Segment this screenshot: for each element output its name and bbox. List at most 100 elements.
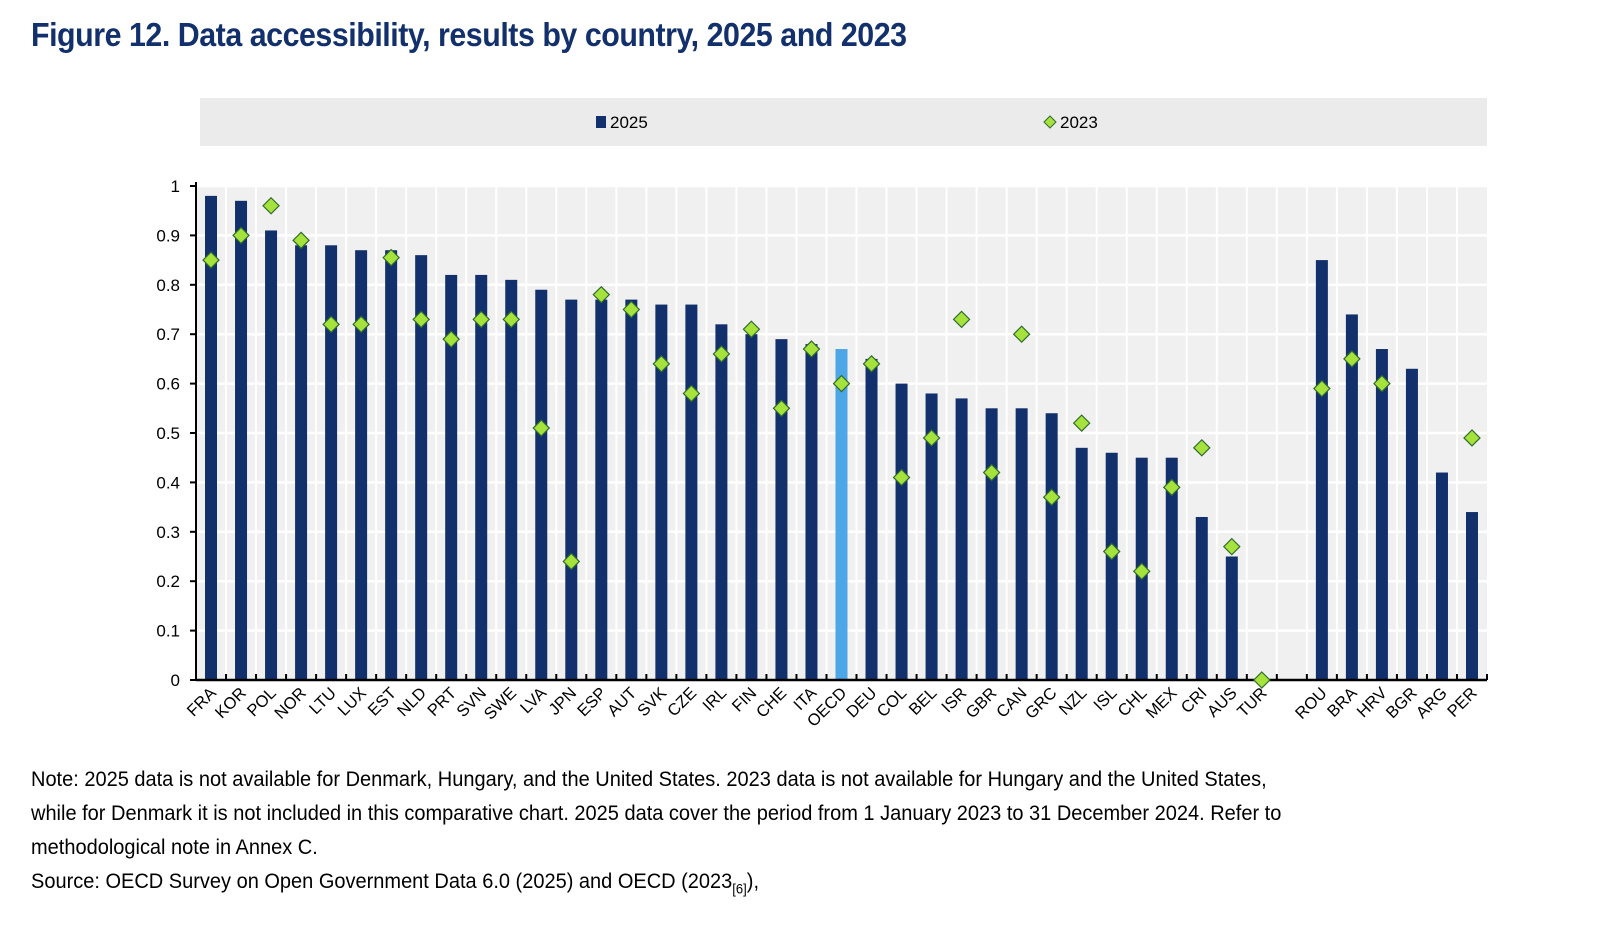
bar-2025-SWE bbox=[505, 279, 518, 680]
x-tick-label-GRC: GRC bbox=[1022, 684, 1061, 723]
x-tick-label-CHE: CHE bbox=[753, 684, 790, 721]
marker-2023-BEL bbox=[922, 429, 941, 447]
bar-2025-ISR bbox=[955, 398, 968, 680]
x-tick-label-BEL: BEL bbox=[906, 684, 941, 719]
bar-2025-SVN bbox=[475, 274, 488, 680]
marker-2023-POL bbox=[262, 196, 280, 215]
marker-2023-FIN bbox=[742, 320, 761, 339]
x-tick-label-CAN: CAN bbox=[993, 684, 1030, 721]
marker-2023-GRC bbox=[1042, 488, 1061, 507]
bar-2025-JPN bbox=[565, 299, 578, 680]
marker-2023-ISL bbox=[1102, 542, 1121, 561]
x-tick-label-CHL: CHL bbox=[1114, 684, 1150, 720]
source-line: Source: OECD Survey on Open Government D… bbox=[31, 864, 1510, 905]
y-tick-label: 1 bbox=[171, 177, 180, 196]
marker-2023-OECD bbox=[832, 374, 851, 393]
bar-2025-PER bbox=[1465, 512, 1478, 680]
x-tick-label-TUR: TUR bbox=[1234, 684, 1271, 721]
bar-2025-LTU bbox=[325, 245, 338, 680]
x-tick-label-PER: PER bbox=[1444, 684, 1481, 721]
y-tick-label: 0.7 bbox=[156, 325, 180, 344]
notes: Note: 2025 data is not available for Den… bbox=[31, 762, 1510, 905]
x-tick-label-SVK: SVK bbox=[634, 684, 670, 720]
marker-2023-SVK bbox=[652, 354, 671, 373]
source-end: ), bbox=[746, 869, 760, 893]
marker-2023-AUT bbox=[622, 300, 641, 319]
marker-2023-SWE bbox=[502, 310, 521, 329]
x-tick-label-NZL: NZL bbox=[1056, 684, 1091, 719]
x-tick-label-JPN: JPN bbox=[545, 684, 580, 719]
x-tick-label-NLD: NLD bbox=[394, 684, 430, 720]
y-tick-label: 0.1 bbox=[156, 622, 180, 641]
marker-2023-BRA bbox=[1343, 350, 1361, 368]
x-tick-label-LTU: LTU bbox=[306, 684, 340, 718]
bar-2025-DEU bbox=[865, 358, 878, 680]
x-tick-label-POL: POL bbox=[244, 684, 280, 720]
x-tick-label-IRL: IRL bbox=[699, 684, 730, 715]
bar-2025-BRA bbox=[1345, 314, 1358, 680]
y-tick-label: 0.9 bbox=[156, 226, 180, 245]
bar-2025-ARG bbox=[1435, 472, 1448, 680]
bar-2025-LUX bbox=[355, 250, 368, 680]
marker-2023-AUS bbox=[1222, 537, 1241, 556]
bar-2025-BGR bbox=[1405, 368, 1418, 680]
marker-2023-IRL bbox=[712, 345, 731, 363]
marker-2023-KOR bbox=[232, 226, 250, 245]
marker-2023-CAN bbox=[1012, 325, 1031, 344]
bar-2025-ITA bbox=[805, 344, 818, 680]
x-tick-label-ARG: ARG bbox=[1413, 684, 1451, 722]
y-tick-label: 0 bbox=[171, 671, 180, 690]
marker-2023-PER bbox=[1463, 429, 1481, 447]
bar-2025-ISL bbox=[1105, 452, 1118, 680]
bar-2025-CRI bbox=[1195, 516, 1208, 680]
marker-2023-MEX bbox=[1162, 478, 1181, 497]
bar-2025-SVK bbox=[655, 304, 668, 680]
marker-2023-ISR bbox=[952, 310, 971, 329]
bar-chart: 2025 2023 0 0.1 0.2 0.3 0.4 0.5 0.6 0.7 0.8 0.9 1 FRA… bbox=[156, 98, 1488, 731]
x-tick-label-BRA: BRA bbox=[1324, 684, 1361, 721]
x-tick-label-ESP: ESP bbox=[574, 684, 610, 720]
legend-2025-label: 2025 bbox=[610, 113, 648, 132]
x-tick-label-DEU: DEU bbox=[843, 684, 880, 721]
bar-2025-CAN bbox=[1015, 408, 1028, 680]
note-line: Note: 2025 data is not available for Den… bbox=[31, 767, 1267, 791]
x-tick-label-HRV: HRV bbox=[1354, 684, 1391, 721]
y-tick-label: 0.8 bbox=[156, 276, 180, 295]
legend-2025-swatch bbox=[596, 116, 606, 128]
bar-2025-COL bbox=[895, 383, 908, 680]
x-tick-label-KOR: KOR bbox=[212, 684, 250, 722]
bar-2025-PRT bbox=[445, 274, 458, 680]
bar-2025-ROU bbox=[1315, 260, 1328, 680]
x-tick-label-BGR: BGR bbox=[1383, 684, 1421, 722]
x-tick-label-SWE: SWE bbox=[481, 684, 520, 723]
bar-2025-GRC bbox=[1045, 413, 1058, 680]
marker-2023-ITA bbox=[802, 340, 821, 358]
figure-title: Figure 12. Data accessibility, results b… bbox=[31, 16, 907, 53]
x-tick-label-ROU: ROU bbox=[1292, 684, 1331, 723]
y-tick-label: 0.4 bbox=[156, 473, 180, 492]
marker-2023-NZL bbox=[1072, 414, 1091, 432]
bar-2025-AUT bbox=[625, 299, 638, 680]
bar-2025-KOR bbox=[235, 200, 248, 680]
source-text: Source: OECD Survey on Open Government D… bbox=[31, 869, 733, 893]
bar-2025-LVA bbox=[535, 289, 548, 680]
bar-2025-OECD bbox=[835, 349, 848, 680]
x-tick-label-AUT: AUT bbox=[604, 684, 640, 720]
bar-2025-NZL bbox=[1075, 447, 1088, 680]
bar-2025-NOR bbox=[295, 245, 308, 680]
marker-2023-LUX bbox=[352, 315, 370, 334]
y-tick-label: 0.3 bbox=[156, 523, 180, 542]
bar-2025-CHE bbox=[775, 339, 788, 680]
marker-2023-EST bbox=[382, 248, 400, 267]
bar-2025-MEX bbox=[1165, 457, 1178, 680]
source-ref[interactable]: [6] bbox=[732, 880, 747, 897]
marker-2023-NOR bbox=[292, 231, 310, 250]
marker-2023-CHE bbox=[772, 399, 791, 418]
note-line: while for Denmark it is not included in … bbox=[31, 801, 1282, 825]
bar-2025-ESP bbox=[595, 299, 608, 680]
marker-2023-NLD bbox=[412, 310, 431, 329]
bar-2025-NLD bbox=[415, 255, 428, 680]
marker-2023-ESP bbox=[592, 285, 611, 304]
bar-2025-BEL bbox=[925, 393, 938, 680]
x-tick-label-PRT: PRT bbox=[424, 684, 460, 720]
